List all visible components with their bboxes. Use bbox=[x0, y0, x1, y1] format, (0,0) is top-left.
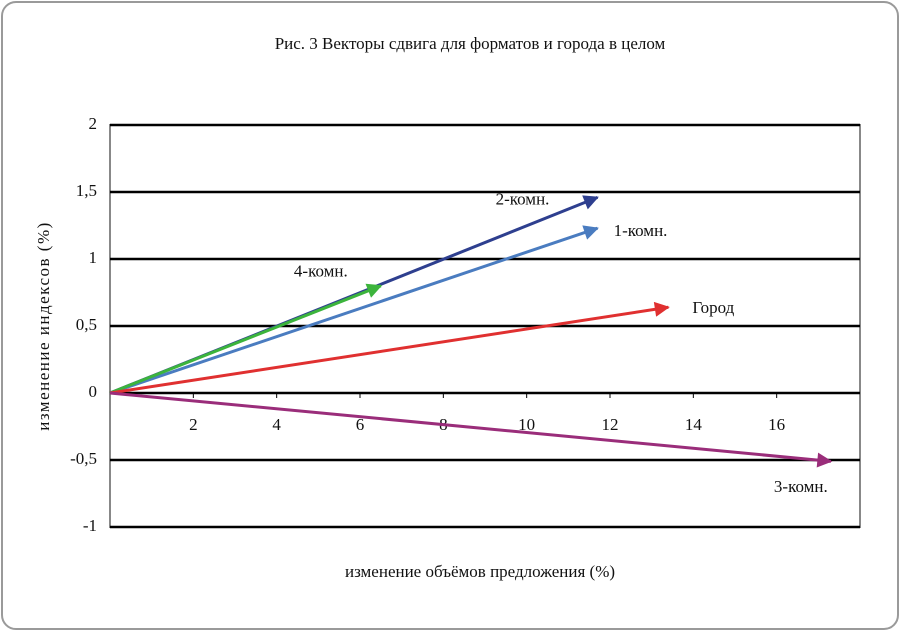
y-tick-label: 2 bbox=[89, 114, 98, 133]
chart-title: Рис. 3 Векторы сдвига для форматов и гор… bbox=[275, 34, 666, 53]
x-tick-label: 12 bbox=[602, 415, 619, 434]
y-tick-label: 0,5 bbox=[76, 315, 97, 334]
vector-label: 3-комн. bbox=[774, 477, 828, 496]
x-tick-label: 14 bbox=[685, 415, 703, 434]
vector bbox=[109, 283, 383, 395]
x-axis-label: изменение объёмов предложения (%) bbox=[345, 562, 615, 581]
vector-label: 1-комн. bbox=[614, 221, 668, 240]
x-tick-label: 10 bbox=[518, 415, 535, 434]
x-tick-label: 4 bbox=[272, 415, 281, 434]
y-tick-label: 1 bbox=[89, 248, 98, 267]
y-tick-label: 0 bbox=[89, 382, 98, 401]
vector-label: 4-комн. bbox=[294, 262, 348, 281]
y-tick-label: 1,5 bbox=[76, 181, 97, 200]
vector bbox=[109, 391, 833, 468]
x-tick-label: 2 bbox=[189, 415, 198, 434]
vector-label: 2-комн. bbox=[496, 189, 550, 208]
y-tick-label: -0,5 bbox=[70, 449, 97, 468]
y-tick-label: -1 bbox=[83, 516, 97, 535]
y-axis-label: изменение индексов (%) bbox=[34, 221, 53, 431]
vector bbox=[109, 301, 670, 395]
x-tick-label: 6 bbox=[356, 415, 365, 434]
x-tick-label: 16 bbox=[768, 415, 785, 434]
vector bbox=[109, 225, 599, 395]
vector-label: Город bbox=[692, 298, 734, 317]
